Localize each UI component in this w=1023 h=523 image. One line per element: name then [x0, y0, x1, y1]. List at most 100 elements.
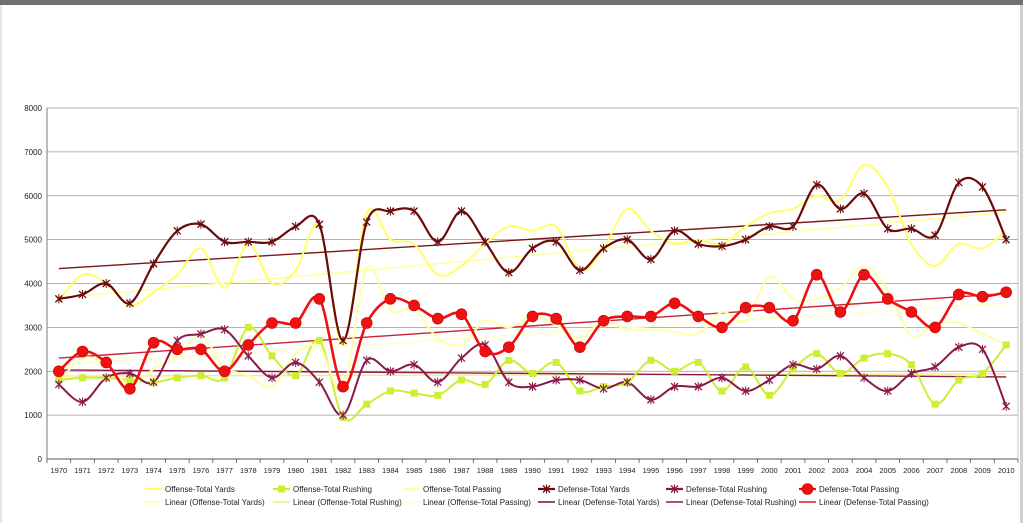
series-line-3 [58, 176, 1008, 342]
x-tick-label-2000: 2000 [761, 466, 778, 475]
axes: 0 1000 2000 3000 4000 5000 6000 7000 8000 1970 197… [24, 104, 1019, 475]
data-point-5-1978 [242, 339, 255, 351]
data-point-3-2000 [765, 221, 774, 231]
legend-label-5: Defense-Total Passing [819, 485, 899, 494]
data-point-1-1996 [671, 367, 679, 375]
trendline-0 [58, 211, 1007, 299]
series-line-0 [58, 163, 1007, 346]
data-point-5-1991 [550, 312, 562, 325]
data-point-3-1990 [528, 243, 537, 253]
data-point-4-1970 [54, 379, 63, 389]
trendline-2 [58, 302, 1007, 366]
data-point-1-1977 [221, 374, 229, 382]
x-tick-label-1973: 1973 [122, 466, 139, 475]
data-point-4-2003 [836, 351, 845, 361]
y-tick-label-2000: 2000 [24, 367, 42, 376]
data-point-3-1998 [718, 241, 726, 251]
data-point-5-1987 [455, 308, 468, 321]
x-tick-label-1999: 1999 [737, 466, 754, 475]
data-point-1-2010 [1002, 341, 1010, 349]
data-point-1-1978 [244, 323, 252, 331]
data-point-4-1980 [291, 357, 300, 367]
x-tick-label-1984: 1984 [382, 466, 399, 475]
data-point-5-1988 [479, 345, 491, 358]
data-point-1-1980 [292, 372, 300, 380]
data-point-5-2002 [810, 268, 823, 281]
data-point-4-1974 [149, 377, 158, 387]
y-tick-label-8000: 8000 [24, 104, 42, 113]
data-point-5-2000 [763, 301, 776, 314]
x-tick-label-1996: 1996 [666, 466, 683, 475]
y-tick-label-6000: 6000 [24, 192, 42, 201]
data-point-1-1975 [173, 374, 181, 382]
data-point-4-1992 [575, 375, 584, 385]
x-tick-label-1997: 1997 [690, 466, 707, 475]
data-point-5-1989 [503, 341, 515, 353]
x-tick-label-1995: 1995 [643, 466, 660, 475]
window-right-edge [1020, 5, 1023, 523]
data-point-3-1977 [220, 237, 229, 247]
x-tick-label-2001: 2001 [785, 466, 802, 475]
data-point-1-1988 [481, 380, 489, 388]
legend-label-0: Offense-Total Yards [165, 485, 235, 494]
data-point-4-1976 [196, 329, 205, 339]
data-point-4-1973 [125, 368, 134, 378]
x-tick-label-1972: 1972 [98, 466, 115, 475]
data-point-5-2003 [834, 306, 847, 318]
y-tick-label-0: 0 [38, 455, 43, 464]
data-point-5-1981 [313, 293, 326, 305]
data-point-3-1994 [623, 235, 632, 245]
data-point-3-1979 [268, 237, 276, 247]
data-point-1-1999 [742, 363, 750, 371]
data-point-4-1979 [268, 373, 276, 383]
x-tick-label-1991: 1991 [548, 466, 565, 475]
y-tick-label-1000: 1000 [24, 411, 42, 420]
data-point-4-2009 [978, 344, 987, 354]
data-point-3-1978 [244, 237, 253, 247]
data-point-3-1993 [599, 243, 608, 253]
x-tick-label-1998: 1998 [714, 466, 731, 475]
data-point-5-1990 [526, 310, 539, 323]
legend-label-2: Offense-Total Passing [423, 485, 501, 494]
x-tick-label-1982: 1982 [335, 466, 352, 475]
data-point-4-1984 [386, 366, 395, 376]
x-tick-label-1987: 1987 [453, 466, 470, 475]
data-point-1-1973 [126, 376, 134, 384]
data-point-1-2008 [955, 376, 963, 384]
data-point-3-1971 [78, 289, 87, 299]
data-point-4-1996 [670, 382, 679, 392]
legend-label-11: Linear (Defense-Total Passing) [819, 498, 929, 507]
x-tick-label-1985: 1985 [406, 466, 423, 475]
data-point-4-1995 [646, 395, 655, 405]
data-point-3-1988 [481, 237, 490, 247]
data-point-4-1993 [599, 384, 608, 394]
data-point-3-1997 [694, 239, 703, 249]
gridlines [47, 107, 1018, 460]
x-tick-label-1983: 1983 [358, 466, 375, 475]
data-point-4-1983 [362, 355, 371, 365]
data-point-5-1996 [668, 297, 681, 310]
data-point-1-1990 [529, 369, 536, 377]
data-point-3-1986 [433, 237, 442, 247]
data-point-3-1982 [339, 336, 347, 346]
data-point-3-2005 [883, 224, 892, 234]
data-point-3-2004 [860, 189, 869, 199]
data-point-5-2010 [1000, 286, 1012, 299]
data-point-4-1977 [220, 325, 229, 335]
series-line-2 [58, 264, 1007, 393]
data-point-1-1985 [410, 389, 418, 397]
data-point-3-2008 [954, 178, 963, 188]
data-point-5-1982 [337, 380, 349, 393]
x-tick-label-1977: 1977 [216, 466, 233, 475]
x-tick-label-1992: 1992 [572, 466, 589, 475]
data-point-5-1977 [218, 365, 231, 378]
x-tick-label-1986: 1986 [429, 466, 446, 475]
data-point-5-1983 [360, 317, 373, 329]
data-point-5-1980 [289, 317, 302, 329]
data-point-5-1994 [621, 310, 634, 323]
x-tick-label-1975: 1975 [169, 466, 186, 475]
data-point-4-1998 [718, 373, 726, 383]
data-point-4-1991 [552, 375, 561, 385]
data-point-4-1972 [102, 373, 111, 383]
